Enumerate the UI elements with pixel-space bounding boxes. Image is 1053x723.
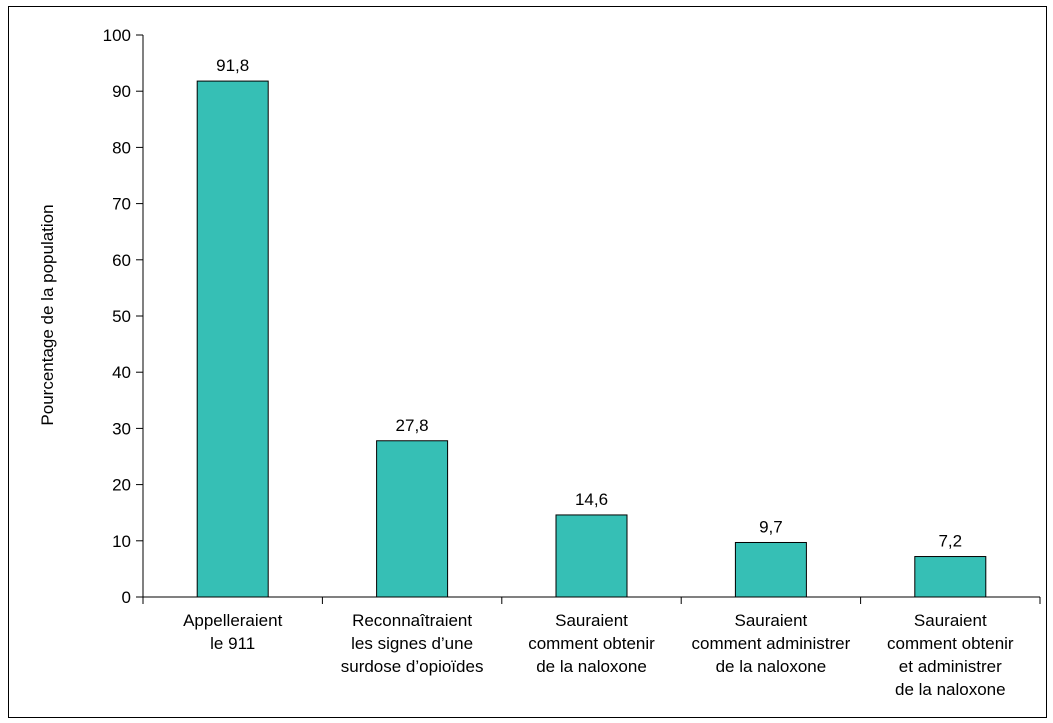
y-tick-label: 80 (112, 138, 131, 157)
bar (914, 556, 987, 598)
x-category-label: comment obtenir (887, 634, 1014, 653)
x-category-label: comment obtenir (528, 634, 655, 653)
data-label: 7,2 (938, 532, 962, 551)
x-category-label: surdose d’opioïdes (341, 657, 484, 676)
y-tick-label: 10 (112, 532, 131, 551)
bar (555, 514, 628, 598)
y-tick-label: 50 (112, 307, 131, 326)
bar (734, 541, 807, 598)
x-category-label: le 911 (210, 634, 255, 653)
x-category-label: de la naloxone (536, 657, 647, 676)
y-axis-title: Pourcentage de la population (38, 204, 57, 425)
data-label: 9,7 (759, 517, 783, 536)
data-label: 91,8 (216, 56, 249, 75)
data-label: 14,6 (575, 490, 608, 509)
y-tick-label: 70 (112, 195, 131, 214)
x-category-label: comment administrer (692, 634, 851, 653)
bar (376, 440, 449, 598)
x-category-label: Reconnaîtraient (352, 611, 472, 630)
y-tick-label: 40 (112, 363, 131, 382)
x-category-label: Appelleraient (183, 611, 283, 630)
data-label: 27,8 (396, 416, 429, 435)
y-tick-label: 90 (112, 82, 131, 101)
y-tick-label: 30 (112, 419, 131, 438)
x-category-label: de la naloxone (895, 680, 1006, 699)
x-category-label: Sauraient (914, 611, 987, 630)
y-tick-label: 60 (112, 251, 131, 270)
x-category-label: Sauraient (555, 611, 628, 630)
y-tick-label: 20 (112, 476, 131, 495)
x-category-label: Sauraient (735, 611, 808, 630)
chart-frame (8, 6, 1047, 718)
x-category-label: de la naloxone (716, 657, 827, 676)
x-category-label: les signes d’une (351, 634, 473, 653)
x-category-label: et administrer (899, 657, 1002, 676)
y-tick-label: 100 (103, 26, 131, 45)
bar (196, 80, 269, 598)
y-tick-label: 0 (122, 588, 131, 607)
